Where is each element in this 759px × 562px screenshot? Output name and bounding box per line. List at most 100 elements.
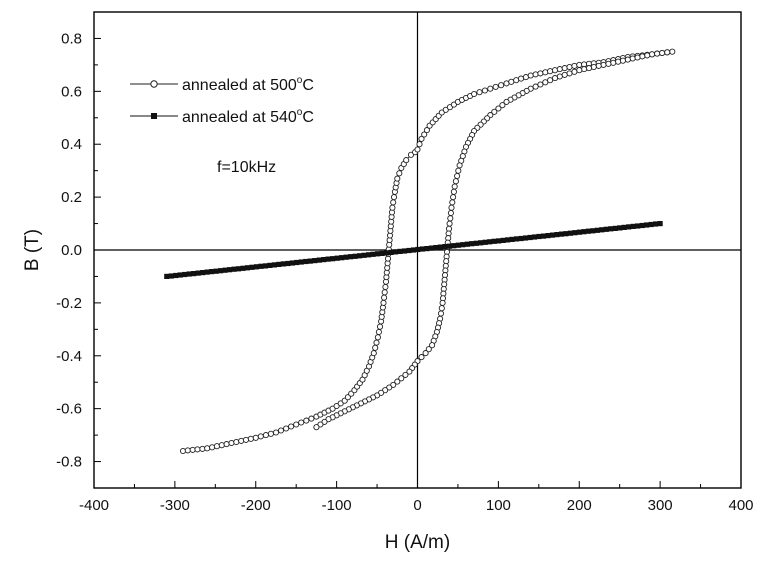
series-500c-markers (179, 48, 676, 455)
data-point-540c (298, 259, 304, 265)
data-point-500c (423, 127, 430, 134)
data-point-540c (303, 258, 309, 265)
data-point-540c (433, 245, 439, 251)
data-point-540c (518, 235, 524, 242)
data-point-540c (240, 265, 246, 271)
legend-label-540c: annealed at 540oC (182, 107, 314, 126)
data-point-500c (386, 384, 393, 391)
data-point-540c (608, 226, 614, 232)
data-point-540c (357, 253, 363, 259)
data-point-540c (415, 246, 421, 253)
data-point-500c (209, 444, 216, 451)
data-point-540c (644, 222, 650, 228)
y-axis-title: B (T) (22, 229, 43, 271)
legend-label-500c: annealed at 500oC (182, 75, 314, 94)
data-point-500c (561, 65, 568, 72)
data-point-500c (242, 436, 250, 443)
data-point-540c (482, 239, 488, 245)
data-point-540c (464, 241, 470, 247)
x-tick-label: 300 (648, 497, 673, 514)
x-tick-label: 400 (728, 497, 753, 514)
data-point-540c (540, 233, 547, 239)
data-point-500c (624, 56, 631, 63)
data-point-500c (389, 204, 396, 211)
data-point-500c (303, 417, 310, 424)
data-point-500c (542, 79, 549, 86)
data-point-540c (473, 240, 479, 246)
data-point-500c (495, 105, 502, 112)
data-point-500c (615, 58, 622, 65)
data-point-500c (456, 162, 463, 169)
data-point-500c (566, 63, 573, 71)
data-point-540c (343, 254, 349, 260)
data-point-500c (398, 375, 405, 382)
data-point-500c (537, 70, 544, 77)
data-point-500c (600, 61, 607, 68)
data-point-500c (422, 350, 429, 357)
data-point-500c (454, 172, 461, 180)
data-point-540c (491, 238, 497, 244)
x-tick-label: -400 (79, 497, 109, 514)
data-point-500c (313, 424, 320, 431)
data-point-500c (277, 427, 285, 434)
data-point-500c (439, 299, 446, 306)
data-point-500c (402, 371, 409, 378)
y-tick-label: -0.2 (56, 295, 82, 312)
data-point-500c (382, 283, 389, 291)
data-point-500c (551, 75, 559, 82)
data-point-500c (283, 425, 290, 432)
data-point-540c (531, 234, 538, 240)
data-point-500c (272, 429, 280, 436)
data-point-540c (339, 255, 345, 261)
data-point-540c (406, 247, 412, 254)
data-point-500c (438, 305, 445, 312)
data-point-540c (173, 272, 179, 279)
data-point-500c (375, 328, 382, 336)
series-layer (164, 48, 676, 455)
data-point-540c (590, 228, 596, 234)
data-point-540c (653, 221, 659, 227)
data-point-500c (619, 57, 626, 64)
data-point-540c (554, 232, 560, 238)
data-point-540c (496, 238, 502, 244)
data-point-540c (186, 271, 192, 277)
data-point-540c (352, 253, 358, 259)
data-point-540c (375, 251, 381, 257)
data-point-500c (204, 445, 211, 452)
data-point-540c (509, 236, 515, 242)
data-point-500c (218, 442, 225, 449)
data-point-500c (262, 432, 269, 439)
data-point-540c (410, 247, 417, 253)
data-point-540c (244, 265, 251, 271)
data-point-500c (476, 89, 483, 96)
data-point-540c (648, 221, 654, 228)
data-point-500c (381, 294, 388, 301)
data-point-540c (285, 260, 291, 267)
data-point-540c (388, 249, 394, 255)
data-point-500c (194, 446, 201, 453)
data-point-540c (558, 231, 565, 237)
data-point-500c (547, 68, 554, 75)
data-point-500c (659, 49, 666, 57)
data-point-500c (381, 289, 388, 296)
data-point-500c (648, 51, 656, 58)
data-point-540c (478, 240, 484, 246)
data-point-500c (581, 66, 588, 73)
data-point-540c (442, 244, 448, 250)
data-point-540c (469, 241, 475, 247)
data-point-500c (634, 54, 641, 61)
data-point-500c (374, 334, 381, 341)
y-tick-label: 0.6 (61, 83, 82, 100)
data-point-500c (669, 48, 676, 55)
data-point-500c (517, 75, 525, 82)
y-tick-label: -0.6 (56, 401, 82, 418)
data-point-540c (455, 242, 461, 248)
data-point-540c (231, 266, 237, 272)
data-point-500c (491, 108, 498, 115)
data-point-500c (481, 87, 488, 94)
data-point-500c (394, 378, 401, 385)
data-point-500c (394, 175, 401, 182)
data-point-500c (437, 310, 445, 317)
data-point-500c (403, 157, 410, 164)
